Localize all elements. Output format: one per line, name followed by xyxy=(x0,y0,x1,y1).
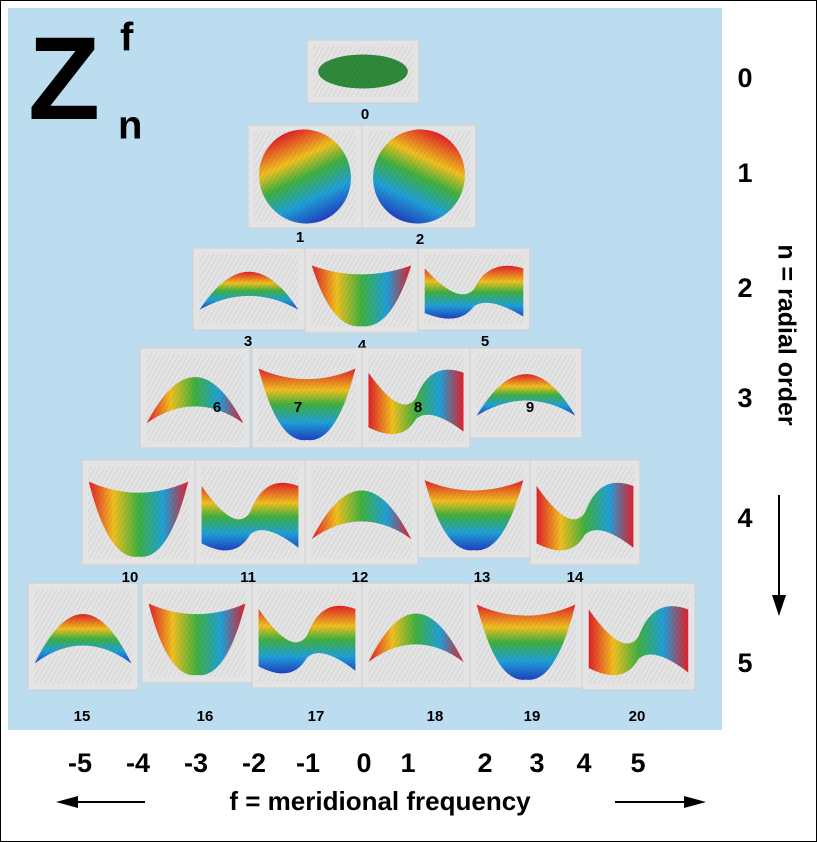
mode-label: 8 xyxy=(414,399,422,416)
mode-label: 16 xyxy=(197,708,214,725)
frequency-label: 2 xyxy=(477,748,492,778)
mode-label: 7 xyxy=(294,399,302,416)
frequency-label: -2 xyxy=(242,748,266,778)
symbol-letter: Z xyxy=(28,13,100,145)
frequency-label: 1 xyxy=(400,748,415,778)
mode-label: 17 xyxy=(308,708,325,725)
mode-label: 18 xyxy=(427,708,444,725)
mode-mesh xyxy=(254,131,356,222)
radial-axis-label: n = radial order xyxy=(772,244,800,426)
radial-order-label: 4 xyxy=(737,503,752,533)
frequency-axis-label: f = meridional frequency xyxy=(229,786,531,816)
mode-label: 15 xyxy=(74,708,91,725)
mode-mesh xyxy=(368,131,470,222)
mode-mesh xyxy=(199,254,299,324)
radial-order-label: 3 xyxy=(737,383,752,413)
frequency-label: -5 xyxy=(68,748,92,778)
mode-mesh xyxy=(201,466,299,559)
mode-label: 5 xyxy=(481,333,489,350)
mode-mesh xyxy=(424,466,524,552)
mode-mesh xyxy=(476,589,576,682)
frequency-label: 0 xyxy=(356,748,371,778)
mode-mesh xyxy=(588,589,689,684)
mode-mesh xyxy=(88,466,189,559)
mode-mesh xyxy=(311,466,412,559)
frequency-label: 5 xyxy=(630,748,645,778)
mode-mesh xyxy=(313,46,413,97)
mode-label: 9 xyxy=(526,399,534,416)
frequency-label: -4 xyxy=(126,748,150,778)
mode-label: 0 xyxy=(361,106,369,123)
mode-mesh xyxy=(146,354,244,442)
mode-label: 20 xyxy=(629,708,646,725)
symbol-subscript: n xyxy=(118,104,142,148)
mode-label: 6 xyxy=(213,399,221,416)
mode-mesh xyxy=(536,466,634,559)
radial-order-label: 5 xyxy=(737,648,752,678)
frequency-label: -1 xyxy=(296,748,320,778)
frequency-label: 3 xyxy=(529,748,544,778)
mode-mesh xyxy=(258,589,356,682)
mode-label: 2 xyxy=(416,231,424,248)
mode-label: 3 xyxy=(244,333,252,350)
mode-mesh xyxy=(34,589,132,684)
radial-order-label: 0 xyxy=(737,63,752,93)
mode-mesh xyxy=(424,254,524,324)
mode-mesh xyxy=(311,254,412,327)
mode-label: 1 xyxy=(296,229,304,246)
radial-order-label: 2 xyxy=(737,273,752,303)
radial-order-label: 1 xyxy=(737,158,752,188)
mode-mesh xyxy=(368,589,464,682)
frequency-label: -3 xyxy=(184,748,208,778)
mode-mesh xyxy=(476,354,576,432)
symbol-superscript: f xyxy=(120,16,134,60)
mode-label: 19 xyxy=(524,708,541,725)
frequency-label: 4 xyxy=(576,748,591,778)
zernike-diagram: Z f n n = radial order f = meridional fr… xyxy=(0,0,817,842)
mode-mesh xyxy=(148,589,246,677)
mode-mesh xyxy=(258,354,356,442)
